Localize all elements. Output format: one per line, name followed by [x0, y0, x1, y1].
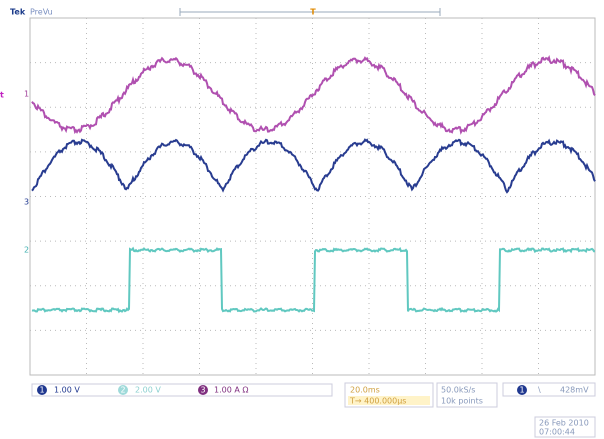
ch-marker: 2 [24, 246, 29, 255]
brand: Tek [10, 8, 26, 17]
background [0, 0, 604, 439]
scope-screen: Tek PreVu T t 1 3 2 1 1.00 V 2 2.00 V 3 … [0, 0, 604, 439]
time: 07:00:44 [539, 428, 575, 437]
ch1-scale: 1.00 V [54, 386, 80, 395]
acq-rate: 50.0kS/s [441, 386, 475, 395]
trigger-marker: T [310, 8, 316, 17]
trig-ch: 1 [519, 386, 524, 395]
ch-marker: 1 [24, 90, 29, 99]
date: 26 Feb 2010 [539, 419, 589, 428]
acq-length: 10k points [441, 397, 483, 406]
trig-slope: \ [538, 386, 541, 395]
side-label: t [0, 91, 4, 100]
ch2-scale: 2.00 V [135, 386, 161, 395]
ch3-scale: 1.00 A Ω [214, 386, 248, 395]
ch2-id: 2 [120, 386, 125, 395]
ch3-id: 3 [200, 386, 205, 395]
ch1-id: 1 [39, 386, 44, 395]
trig-level: 428mV [560, 386, 589, 395]
time-position: T→ 400.000μs [349, 397, 406, 406]
mode: PreVu [30, 8, 53, 17]
time-scale: 20.0ms [350, 386, 380, 395]
ch-marker: 3 [24, 198, 29, 207]
